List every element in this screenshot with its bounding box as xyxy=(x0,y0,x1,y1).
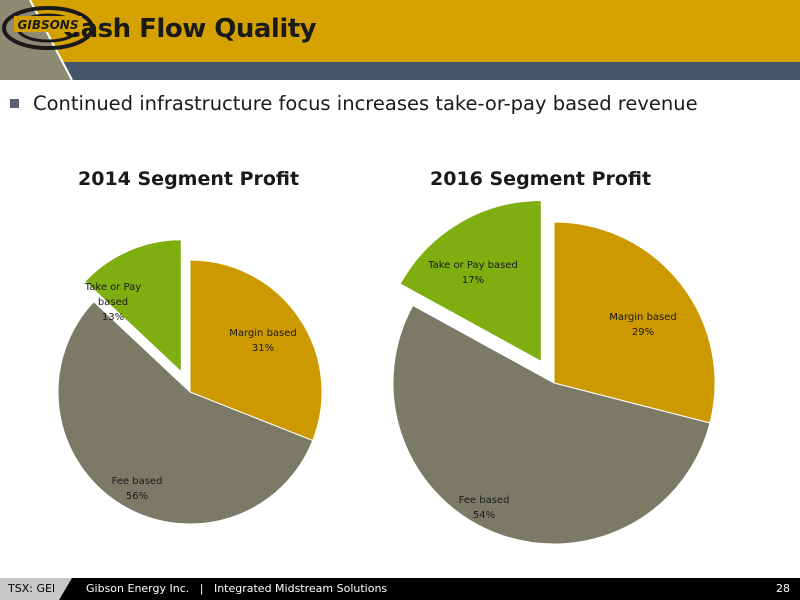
slide-footer: TSX: GEI Gibson Energy Inc. | Integrated… xyxy=(0,578,800,600)
pie-slice-2014-take-or-pay-based xyxy=(84,239,182,373)
data-label-2014-margin-based: Margin based 31% xyxy=(229,328,297,354)
pie-slice-2014-fee-based xyxy=(57,300,314,525)
chart-title-2016: 2016 Segment Profit xyxy=(430,168,652,190)
footer-text: Gibson Energy Inc. | Integrated Midstrea… xyxy=(86,582,388,595)
ticker-label: TSX: GEI xyxy=(8,582,56,595)
data-label-2016-fee-based: Fee based 54% xyxy=(459,495,510,521)
slide-title: Cash Flow Quality xyxy=(62,14,317,44)
data-label-2016-take-or-pay-based: Take or Pay based 17% xyxy=(427,260,518,286)
slide-header: Cash Flow Quality GIBSONS xyxy=(0,0,800,82)
bullet-square-icon xyxy=(10,99,19,108)
bullet-text: Continued infrastructure focus increases… xyxy=(33,92,698,115)
bullet-point: Continued infrastructure focus increases… xyxy=(10,92,698,115)
page-number: 28 xyxy=(776,582,790,595)
pie-slice-2016-fee-based xyxy=(392,304,711,545)
ticker-tag: TSX: GEI xyxy=(0,578,72,600)
logo-text: GIBSONS xyxy=(18,18,79,32)
chart-title-2014: 2014 Segment Profit xyxy=(78,168,300,190)
data-label-2016-margin-based: Margin based 29% xyxy=(609,312,677,338)
pie-slice-2014-margin-based xyxy=(189,259,323,442)
data-label-2014-take-or-pay-based: Take or Pay based 13% xyxy=(84,282,141,323)
gibsons-logo: GIBSONS xyxy=(2,6,94,50)
pie-slice-2016-margin-based xyxy=(553,221,716,424)
data-label-2014-fee-based: Fee based 56% xyxy=(112,476,163,502)
pie-slice-2016-take-or-pay-based xyxy=(399,199,542,363)
